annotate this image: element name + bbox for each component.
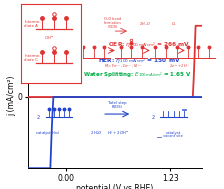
Bar	[181, 109, 186, 110]
Text: Tafel step
(RDS): Tafel step (RDS)	[108, 101, 127, 109]
Bar	[157, 137, 162, 138]
Text: Water Splitting: $E_{100\,\mathrm{mA/cm^2}}$ = 1.65 V: Water Splitting: $E_{100\,\mathrm{mA/cm^…	[83, 70, 192, 79]
Text: Interme-
diate C: Interme- diate C	[24, 54, 41, 62]
Text: $M = Fe^{2+}, Co^{2+}, Ni^{2+}$: $M = Fe^{2+}, Co^{2+}, Ni^{2+}$	[104, 63, 143, 70]
Y-axis label: j (mA/cm²): j (mA/cm²)	[7, 75, 16, 116]
X-axis label: potential (V vs RHE): potential (V vs RHE)	[76, 184, 153, 189]
Text: $2e^- + 2H^+$: $2e^- + 2H^+$	[169, 63, 190, 70]
Text: catalyst-H$_{ad}$: catalyst-H$_{ad}$	[35, 129, 60, 137]
Text: 2: 2	[37, 115, 40, 120]
Text: Interme-
diate A: Interme- diate A	[24, 20, 41, 28]
Text: OER: $\eta_{100\,\mathrm{mA/cm^2}}$ = 266 mV: OER: $\eta_{100\,\mathrm{mA/cm^2}}$ = 26…	[108, 41, 191, 49]
Text: OH$^-$: OH$^-$	[44, 34, 54, 41]
Text: 2: 2	[151, 115, 155, 120]
Text: catalyst: catalyst	[166, 132, 181, 136]
Text: $2\,H_2O$     $H_2 + 2OH^-$: $2\,H_2O$ $H_2 + 2OH^-$	[90, 129, 129, 137]
Text: HER: $\eta_{100\,\mathrm{mA/cm^2}}$ = 150 mV: HER: $\eta_{100\,\mathrm{mA/cm^2}}$ = 15…	[98, 56, 181, 65]
Text: $2\,H_2O$: $2\,H_2O$	[139, 20, 151, 28]
Text: vacant site: vacant site	[163, 134, 183, 138]
Text: $O_2$: $O_2$	[171, 20, 177, 28]
Text: O-O bond
formation
(RDS): O-O bond formation (RDS)	[104, 17, 121, 29]
